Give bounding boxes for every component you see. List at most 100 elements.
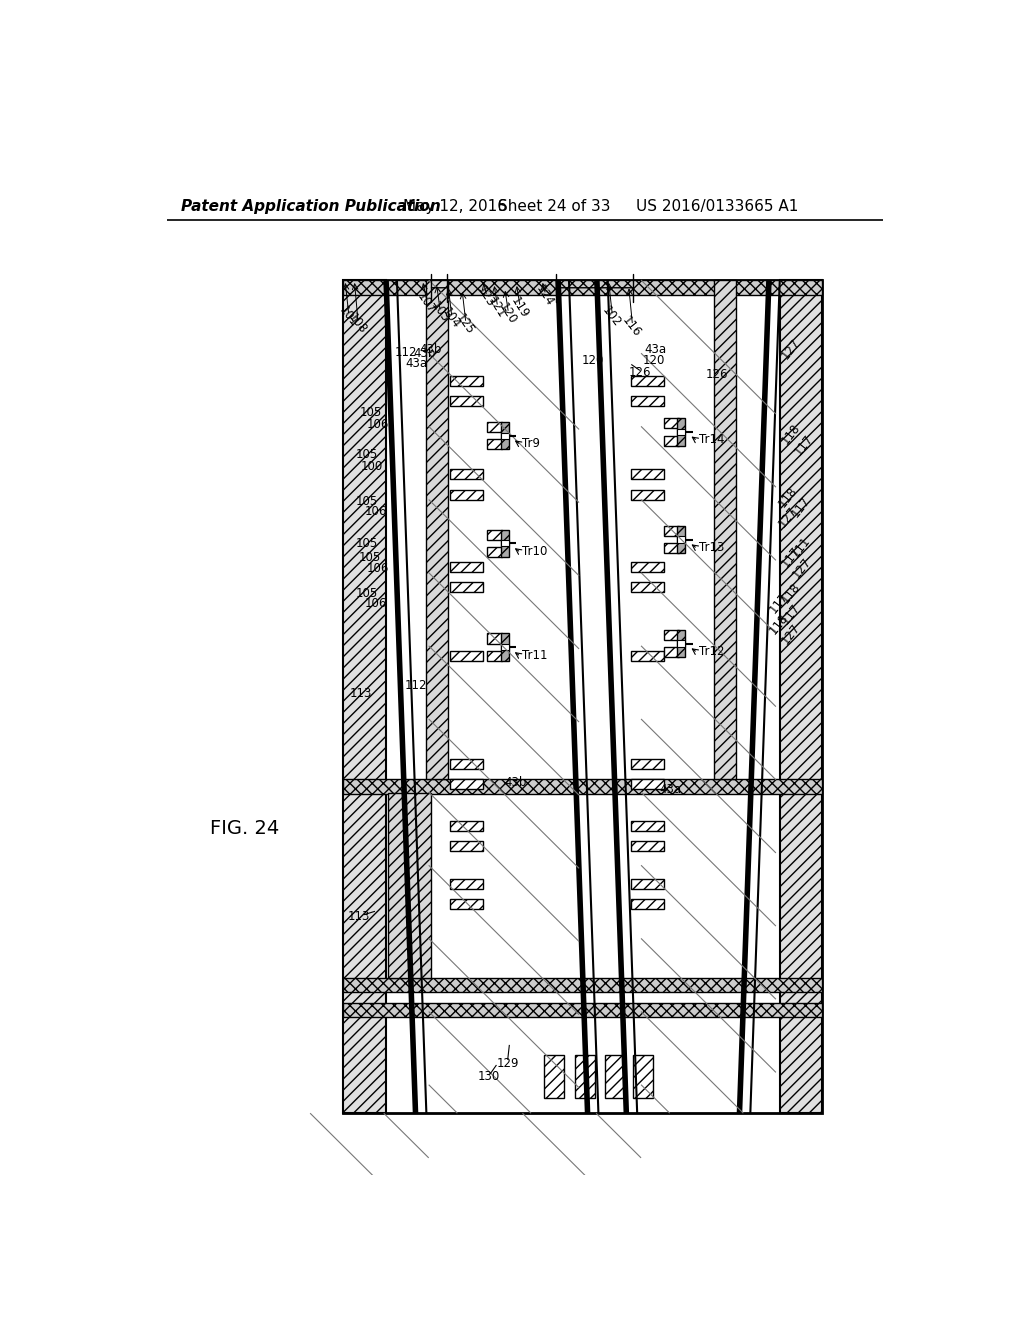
Text: 126: 126	[629, 366, 650, 379]
Bar	[451, 879, 483, 890]
Bar	[575, 1056, 595, 1098]
Bar	[343, 280, 386, 1113]
Text: Tr12: Tr12	[699, 644, 725, 657]
Bar	[486, 634, 503, 644]
Text: 123: 123	[474, 284, 498, 310]
Text: 105: 105	[359, 407, 382, 418]
Text: Tr9: Tr9	[522, 437, 541, 450]
Text: Tr13: Tr13	[699, 541, 725, 554]
Bar	[631, 562, 664, 572]
Text: 112: 112	[394, 346, 417, 359]
Bar	[714, 280, 735, 779]
Bar	[631, 759, 664, 770]
Text: 116: 116	[620, 313, 644, 339]
Bar	[501, 529, 509, 557]
Text: 118: 118	[767, 611, 791, 638]
Text: 119: 119	[508, 294, 530, 321]
Bar	[501, 634, 509, 661]
Bar	[451, 651, 483, 661]
Text: 105: 105	[355, 537, 378, 550]
Bar	[631, 779, 664, 789]
Bar	[451, 841, 483, 850]
Text: 121: 121	[485, 294, 508, 321]
Bar	[451, 582, 483, 591]
Bar	[486, 651, 503, 661]
Bar	[678, 536, 685, 543]
Text: 112: 112	[406, 680, 428, 693]
Text: 118: 118	[778, 581, 803, 606]
Bar	[501, 422, 509, 449]
Bar	[486, 529, 503, 540]
Bar	[678, 429, 685, 434]
Text: 105: 105	[358, 550, 381, 564]
Bar	[544, 1056, 563, 1098]
Text: 105: 105	[355, 495, 378, 508]
Text: Sheet 24 of 33: Sheet 24 of 33	[499, 198, 611, 214]
Text: May 12, 2016: May 12, 2016	[403, 198, 507, 214]
Text: Tr14: Tr14	[699, 433, 725, 446]
Bar	[678, 525, 685, 553]
Bar	[343, 1003, 822, 1016]
Bar	[451, 490, 483, 499]
Bar	[451, 376, 483, 385]
Bar	[664, 418, 679, 428]
Text: 120: 120	[497, 301, 519, 327]
Bar	[388, 793, 431, 978]
Text: 127: 127	[776, 504, 801, 531]
Bar	[631, 470, 664, 479]
Bar	[451, 759, 483, 770]
Text: 117: 117	[792, 432, 816, 458]
Text: 130: 130	[477, 1069, 500, 1082]
Bar	[451, 821, 483, 830]
Bar	[343, 280, 822, 1113]
Bar	[664, 544, 679, 553]
Text: 129: 129	[497, 1056, 519, 1069]
Text: 118: 118	[778, 421, 803, 447]
Text: 106: 106	[367, 561, 389, 574]
Bar	[678, 418, 685, 446]
Bar	[664, 647, 679, 657]
Text: 113: 113	[349, 686, 372, 700]
Bar	[664, 436, 679, 446]
Bar	[664, 630, 679, 640]
Text: 105: 105	[355, 587, 378, 601]
Bar	[451, 899, 483, 909]
Bar	[451, 562, 483, 572]
Text: 43b: 43b	[419, 343, 441, 356]
Bar	[343, 779, 822, 795]
Text: 43a: 43a	[406, 358, 427, 371]
Bar	[631, 582, 664, 591]
Bar	[631, 841, 664, 850]
Bar	[343, 280, 822, 296]
Text: 108: 108	[345, 312, 370, 337]
Text: 43a: 43a	[659, 783, 682, 796]
Text: 120: 120	[582, 354, 604, 367]
Text: 125: 125	[454, 312, 477, 337]
Bar	[633, 1056, 652, 1098]
Bar	[631, 376, 664, 385]
Text: Tr11: Tr11	[522, 648, 548, 661]
Text: 117: 117	[778, 602, 803, 627]
Text: 43a: 43a	[644, 343, 666, 356]
Bar	[631, 899, 664, 909]
Text: 104: 104	[439, 306, 463, 331]
Bar	[501, 433, 509, 438]
Text: 117: 117	[788, 495, 813, 520]
Bar	[664, 525, 679, 536]
Text: 118: 118	[776, 484, 801, 510]
Text: 101: 101	[336, 304, 360, 329]
Text: 106: 106	[367, 417, 389, 430]
Text: 103: 103	[428, 300, 452, 325]
Bar	[678, 630, 685, 657]
Text: 105: 105	[355, 449, 378, 462]
Bar	[631, 490, 664, 499]
Text: 126: 126	[706, 367, 728, 380]
Bar	[631, 651, 664, 661]
Text: 106: 106	[365, 597, 387, 610]
Text: 127: 127	[778, 622, 803, 647]
Text: 117: 117	[778, 544, 803, 570]
Text: 127: 127	[778, 337, 803, 362]
Text: Tr10: Tr10	[522, 545, 548, 557]
Bar	[451, 470, 483, 479]
Bar	[501, 644, 509, 651]
